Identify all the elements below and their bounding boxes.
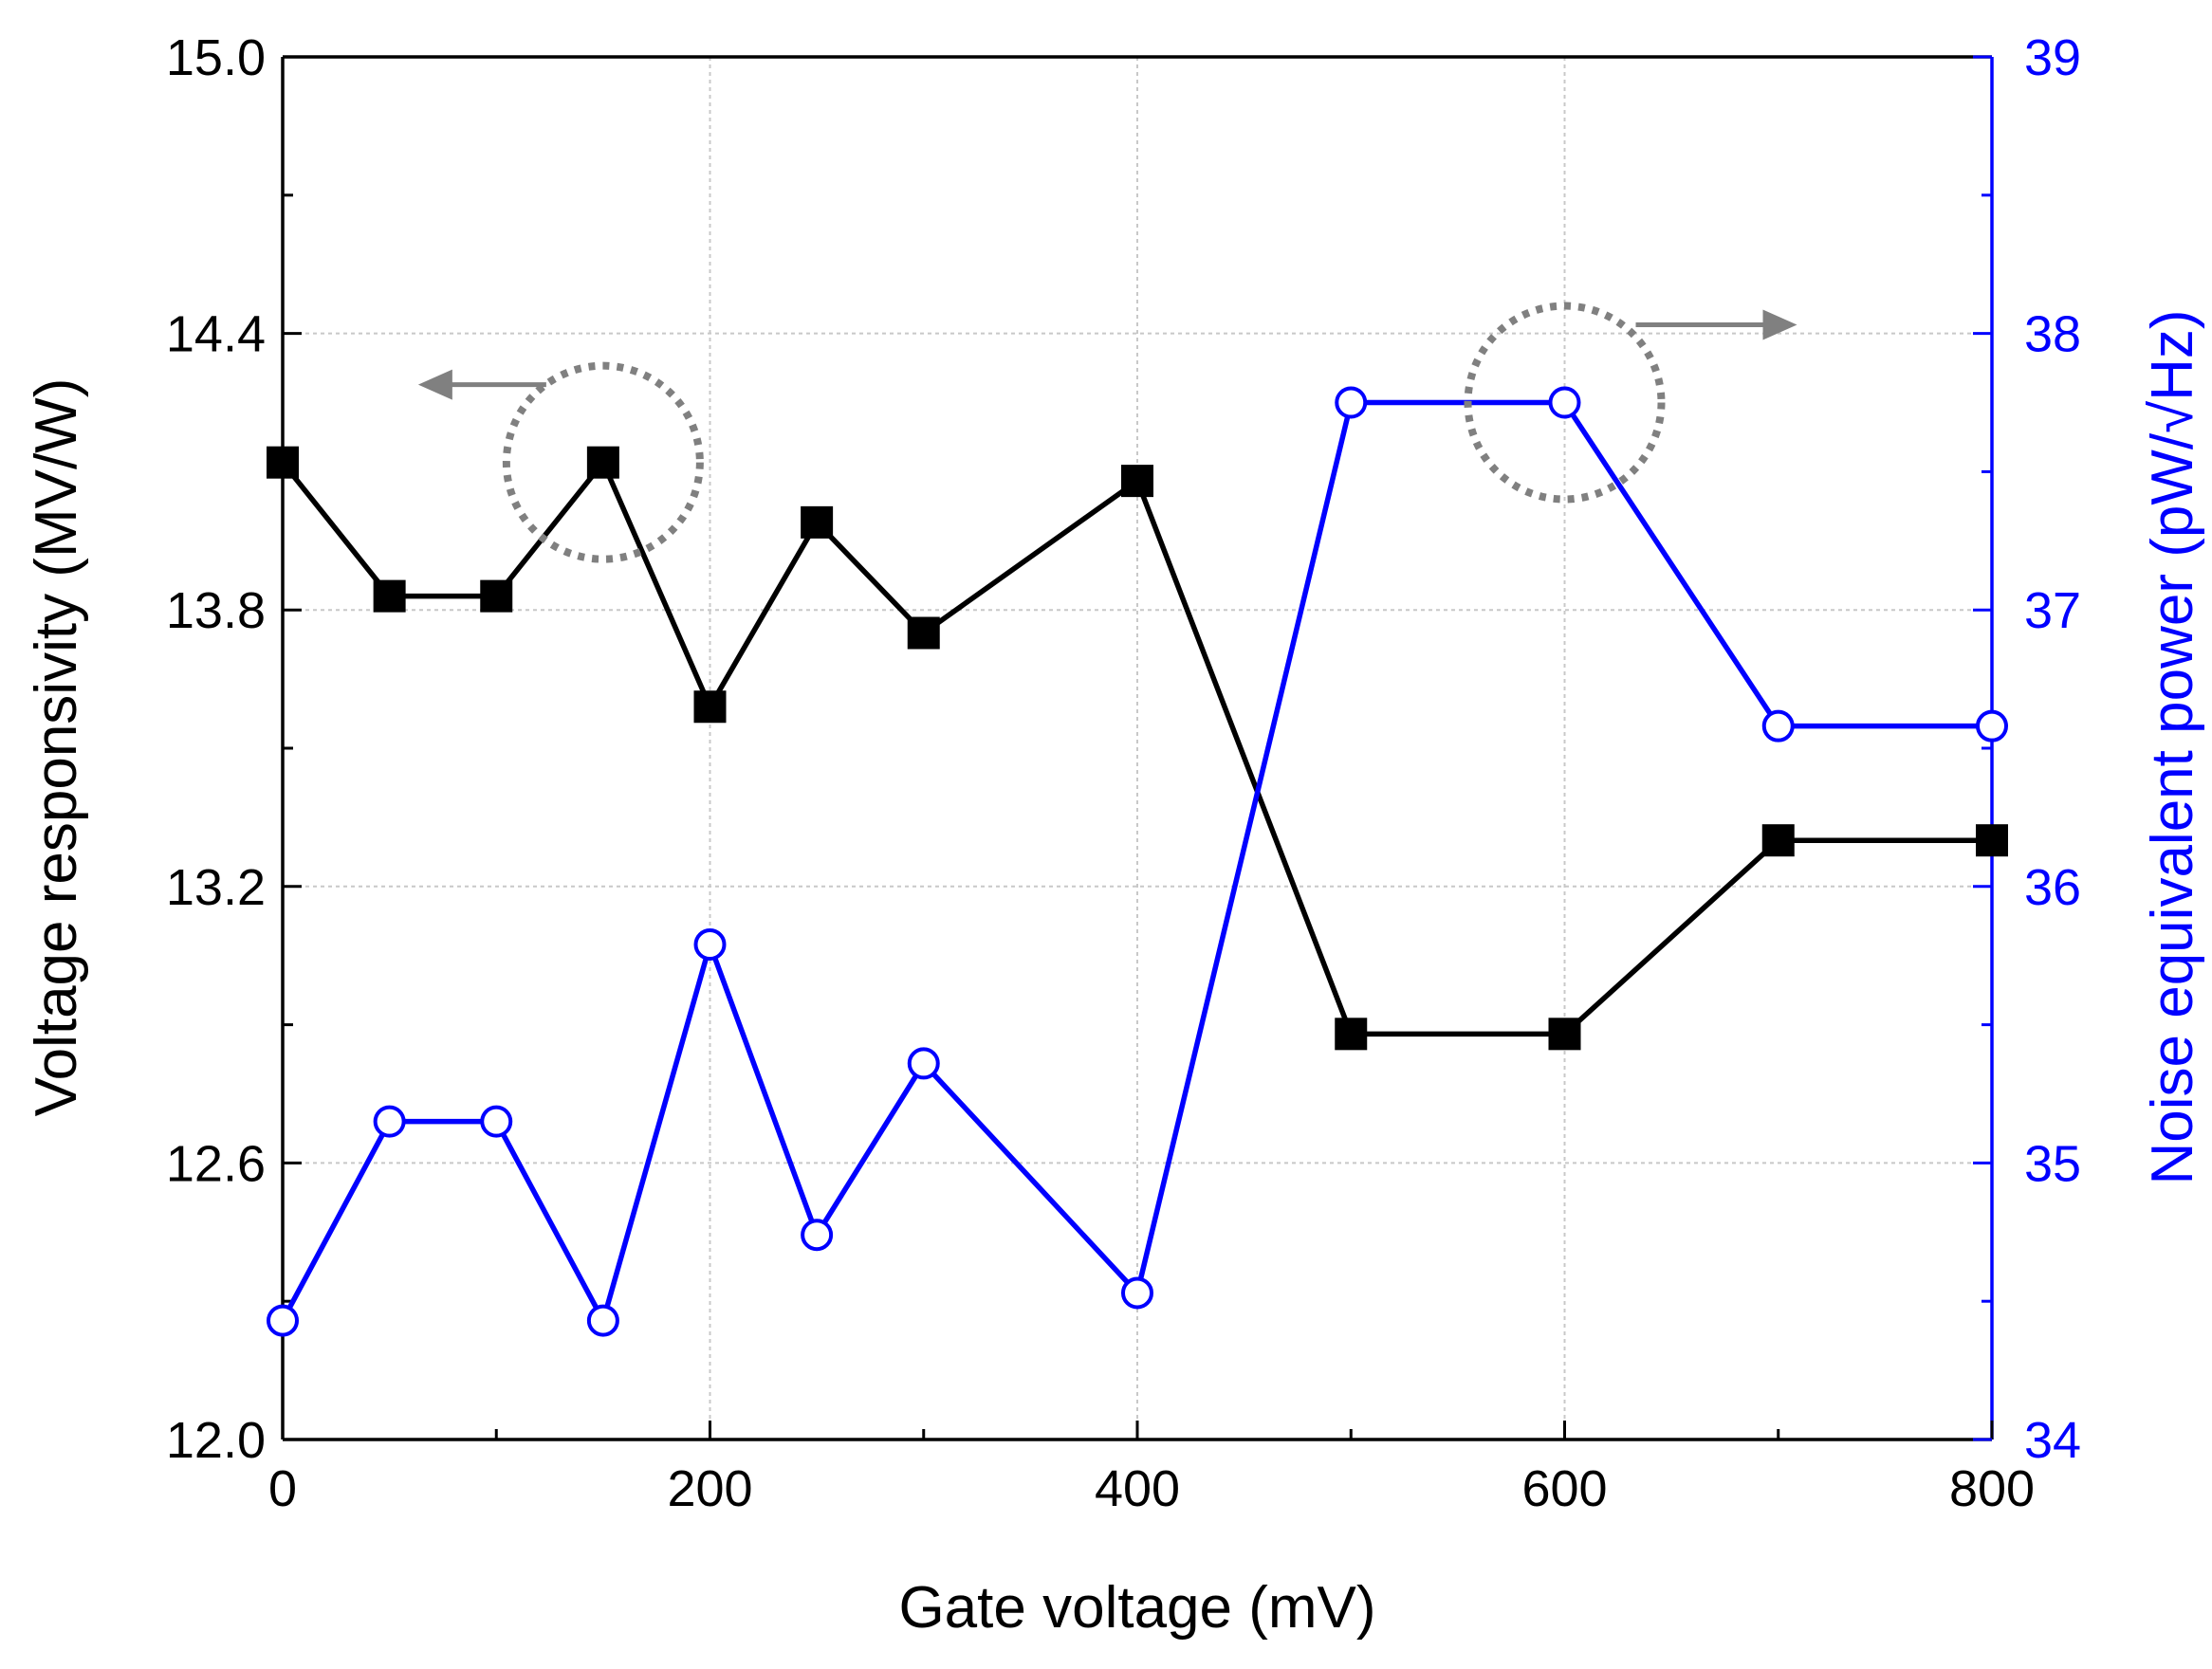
responsivity-point bbox=[1121, 465, 1153, 498]
responsivity-point bbox=[1548, 1018, 1581, 1051]
responsivity-point bbox=[373, 579, 406, 613]
nep-point bbox=[693, 928, 727, 962]
data-series bbox=[267, 386, 2008, 1337]
y-right-tick-label: 39 bbox=[2024, 29, 2081, 86]
nep-point bbox=[1761, 709, 1795, 743]
nep-point bbox=[1548, 386, 1581, 419]
left-axis-title: Voltage responsivity (MV/W) bbox=[24, 378, 89, 1117]
x-axis-title: Gate voltage (mV) bbox=[898, 1575, 1375, 1641]
y-left-tick-label: 13.2 bbox=[166, 859, 266, 916]
nep-point bbox=[480, 1105, 513, 1138]
annotations bbox=[417, 302, 1797, 563]
y-left-tick-label: 12.6 bbox=[166, 1135, 266, 1192]
axis-indicator-circle bbox=[1464, 302, 1666, 504]
y-left-tick-label: 15.0 bbox=[166, 29, 266, 86]
responsivity-point bbox=[1761, 824, 1795, 857]
x-tick-label: 600 bbox=[1521, 1460, 1607, 1517]
responsivity-point bbox=[693, 690, 727, 724]
x-tick-label: 400 bbox=[1095, 1460, 1180, 1517]
y-right-tick-label: 34 bbox=[2024, 1412, 2081, 1469]
y-right-tick-label: 36 bbox=[2024, 859, 2081, 916]
y-left-tick-label: 13.8 bbox=[166, 582, 266, 639]
y-right-tick-label: 38 bbox=[2024, 306, 2081, 363]
responsivity-point bbox=[1335, 1018, 1368, 1051]
y-right-tick-label: 35 bbox=[2024, 1135, 2081, 1192]
x-tick-label: 200 bbox=[667, 1460, 752, 1517]
y-left-tick-label: 12.0 bbox=[166, 1412, 266, 1469]
left-axis-arrowhead bbox=[417, 369, 452, 400]
responsivity-point bbox=[586, 446, 619, 479]
series-line-responsivity bbox=[280, 457, 1992, 1037]
nep-point bbox=[267, 1304, 299, 1337]
nep-point bbox=[907, 1047, 940, 1080]
responsivity-point bbox=[801, 505, 834, 539]
x-tick-label: 800 bbox=[1949, 1460, 2035, 1517]
right-axis-arrowhead bbox=[1762, 309, 1797, 340]
responsivity-point bbox=[480, 579, 513, 613]
nep-point bbox=[373, 1105, 406, 1138]
tick-labels: 0 200 400 600 800 12.0 12.6 13.2 13.8 14.4 15.0 34 3… bbox=[166, 29, 2081, 1517]
y-left-tick-label: 14.4 bbox=[166, 306, 266, 363]
nep-point bbox=[1976, 709, 2008, 743]
series-line-nep bbox=[280, 399, 1992, 1328]
responsivity-point bbox=[267, 446, 299, 479]
axis-indicator-circle bbox=[502, 361, 704, 563]
nep-point bbox=[1335, 386, 1368, 419]
nep-point bbox=[801, 1219, 834, 1252]
y-right-tick-label: 37 bbox=[2024, 582, 2081, 639]
right-axis-title: Noise equivalent power (pW/√Hz) bbox=[2140, 309, 2205, 1184]
nep-point bbox=[1121, 1276, 1153, 1310]
responsivity-point bbox=[1976, 824, 2008, 857]
nep-point bbox=[586, 1304, 619, 1337]
x-tick-label: 0 bbox=[268, 1460, 297, 1517]
responsivity-point bbox=[907, 616, 940, 650]
gridlines bbox=[283, 57, 1992, 1440]
